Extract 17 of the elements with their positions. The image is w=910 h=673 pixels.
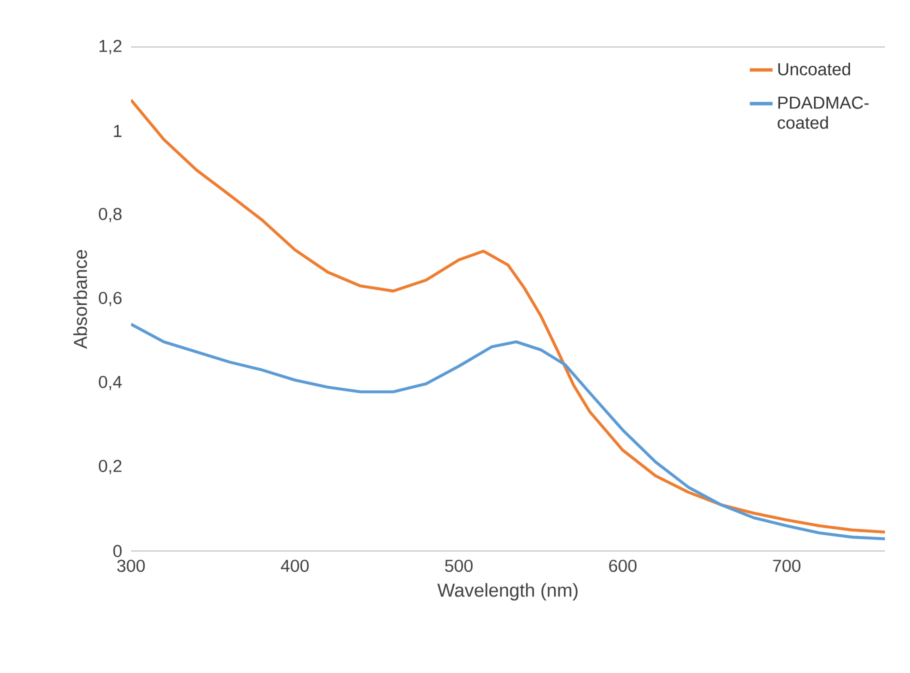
- legend-label: Uncoated: [778, 62, 850, 76]
- y-tick-label: 0,2: [98, 460, 122, 474]
- x-tick-label: 700: [773, 560, 800, 572]
- x-tick-label: 400: [280, 560, 309, 572]
- y-tick-label: 1: [114, 125, 122, 137]
- y-tick-label: 0,8: [98, 208, 122, 222]
- y-tick-label: 1,2: [100, 40, 122, 54]
- x-tick-label: 500: [445, 560, 473, 572]
- y-tick-label: 0: [113, 544, 122, 558]
- x-axis-title: Wavelength (nm): [437, 583, 578, 601]
- y-tick-label: 0,4: [98, 376, 122, 390]
- line-series: [131, 98, 885, 534]
- y-tick-label: 0,6: [98, 292, 122, 306]
- x-tick-label: 300: [117, 560, 145, 572]
- y-axis-title: Absorbance: [73, 250, 88, 349]
- x-tick-label: 600: [609, 560, 637, 572]
- legend-label: PDADMAC-coated: [778, 96, 869, 129]
